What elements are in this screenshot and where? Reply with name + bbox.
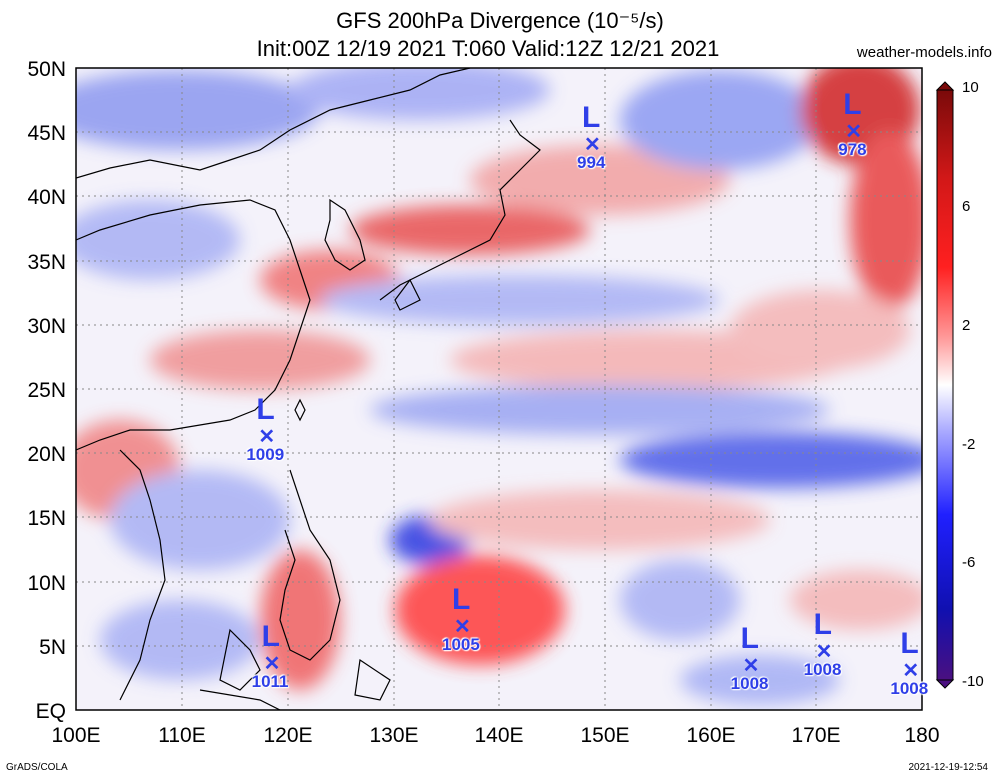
low-center-x-icon: ✕ [258, 425, 276, 448]
low-center-x-icon: ✕ [584, 134, 601, 157]
lat-label-45n: 45N [27, 122, 66, 145]
lon-label-120e: 120E [263, 724, 313, 747]
low-label: L [256, 392, 275, 426]
low-pressure-value: 1011 [251, 671, 289, 691]
lat-label-20n: 20N [27, 443, 66, 466]
low-center-x-icon: ✕ [742, 655, 760, 678]
lon-label-130e: 130E [369, 724, 419, 747]
colorbar-label-m10: -10 [962, 673, 984, 690]
colorbar-label-10: 10 [962, 79, 979, 96]
low-label: L [900, 627, 919, 661]
lat-label-eq: EQ [35, 700, 66, 723]
low-pressure-value: 1008 [890, 679, 929, 699]
coastlines [76, 68, 541, 710]
lon-label-140e: 140E [474, 724, 524, 747]
lat-label-5n: 5N [39, 636, 66, 659]
low-label: L [843, 88, 862, 122]
lat-label-35n: 35N [27, 251, 66, 274]
chart-subtitle: Init:00Z 12/19 2021 T:060 Valid:12Z 12/2… [256, 36, 720, 61]
low-pressure-value: 1008 [730, 674, 769, 694]
source-site: weather-models.info [856, 44, 992, 61]
footer-left: GrADS/COLA [6, 762, 68, 773]
low-pressure-value: 1005 [441, 634, 480, 654]
chart-title: GFS 200hPa Divergence (10⁻⁵/s) [336, 8, 664, 33]
lon-label-180: 180 [904, 724, 940, 747]
lat-label-30n: 30N [27, 315, 66, 338]
low-center-x-icon: ✕ [845, 121, 863, 144]
low-label: L [582, 101, 601, 135]
graticule [76, 68, 922, 710]
lat-label-15n: 15N [27, 507, 66, 530]
lat-label-50n: 50N [27, 58, 66, 81]
colorbar-label-m6: -6 [962, 554, 976, 571]
colorbar-label-2: 2 [962, 317, 971, 334]
lon-label-100e: 100E [51, 724, 101, 747]
low-pressure-value: 1008 [803, 660, 842, 680]
lon-label-110e: 110E [158, 724, 206, 747]
lon-label-160e: 160E [686, 724, 736, 747]
low-pressure-value: 978 [838, 140, 867, 160]
lon-label-150e: 150E [580, 724, 630, 747]
low-center-x-icon: ✕ [263, 652, 281, 675]
colorbar-label-6: 6 [962, 198, 971, 215]
footer-right: 2021-12-19-12:54 [908, 762, 988, 773]
lon-label-170e: 170E [791, 724, 841, 747]
lat-label-25n: 25N [27, 379, 66, 402]
low-label: L [261, 619, 280, 653]
lat-label-40n: 40N [27, 186, 66, 209]
low-pressure-value: 994 [577, 153, 606, 173]
colorbar [935, 81, 955, 689]
colorbar-label-m2: -2 [962, 436, 976, 453]
low-center-x-icon: ✕ [815, 641, 833, 664]
lat-label-10n: 10N [27, 572, 66, 595]
low-label: L [451, 582, 471, 616]
low-center-x-icon: ✕ [453, 615, 471, 638]
low-label: L [813, 608, 832, 642]
low-pressure-value: 1009 [246, 444, 285, 464]
low-label: L [740, 622, 759, 656]
low-center-x-icon: ✕ [902, 660, 920, 683]
